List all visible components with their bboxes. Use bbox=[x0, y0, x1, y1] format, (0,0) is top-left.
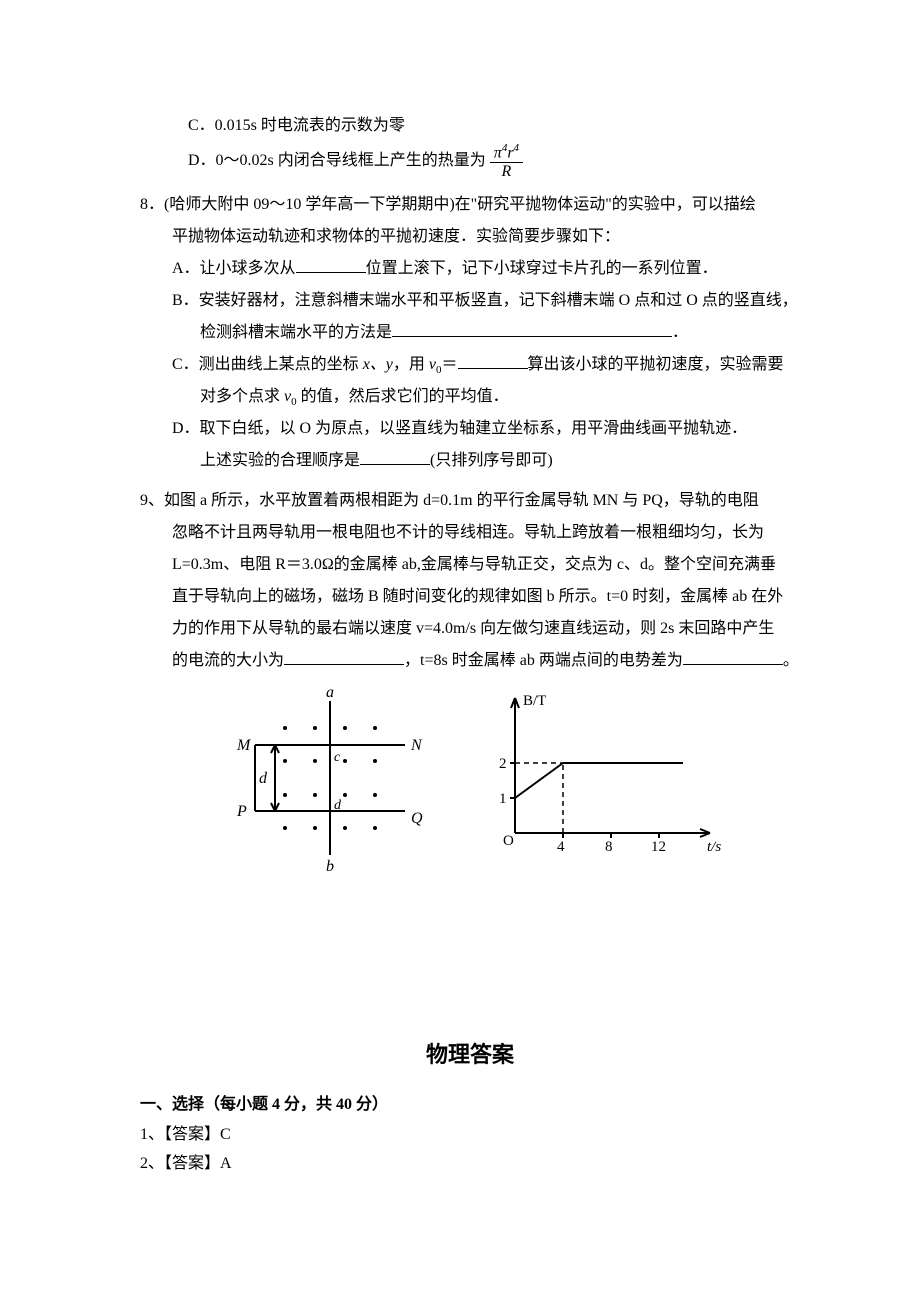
q8-lead-2: 平抛物体运动轨迹和求物体的平抛初速度．实验简要步骤如下： bbox=[140, 221, 800, 253]
q8-c-pre: C．测出曲线上某点的坐标 bbox=[172, 356, 363, 373]
q7-options: C．0.015s 时电流表的示数为零 D．0～0.02s 内闭合导线框上产生的热… bbox=[140, 110, 800, 181]
question-8: 8．(哈师大附中 09～10 学年高一下学期期中)在"研究平抛物体运动"的实验中… bbox=[140, 189, 800, 477]
svg-text:t/s: t/s bbox=[707, 839, 721, 855]
q9-l3: L=0.3m、电阻 R＝3.0Ω的金属棒 ab,金属棒与导轨正交，交点为 c、d… bbox=[140, 549, 800, 581]
blank-b[interactable] bbox=[392, 336, 672, 337]
answer-2: 2、【答案】A bbox=[140, 1150, 800, 1179]
svg-text:Q: Q bbox=[411, 810, 423, 827]
q7-d-text: D．0～0.02s 内闭合导线框上产生的热量为 bbox=[188, 145, 486, 177]
q8-a-pre: A．让小球多次从 bbox=[172, 260, 296, 277]
svg-text:12: 12 bbox=[651, 839, 666, 855]
q9-l6: 的电流的大小为 ，t=8s 时金属棒 ab 两端点间的电势差为 。 bbox=[140, 645, 800, 677]
q8-c-mid: ，用 bbox=[393, 356, 429, 373]
q9-l4: 直于导轨向上的磁场，磁场 B 随时间变化的规律如图 b 所示。t=0 时刻，金属… bbox=[140, 581, 800, 613]
svg-text:2: 2 bbox=[499, 756, 507, 772]
q9-l5: 力的作用下从导轨的最右端以速度 v=4.0m/s 向左做匀速直线运动，则 2s … bbox=[140, 613, 800, 645]
q8-opt-b-line1: B．安装好器材，注意斜槽末端水平和平板竖直，记下斜槽末端 O 点和过 O 点的竖… bbox=[140, 285, 800, 317]
q8-a-post: 位置上滚下，记下小球穿过卡片孔的一系列位置． bbox=[366, 260, 718, 277]
q8-opt-c-line1: C．测出曲线上某点的坐标 x、y，用 v0＝算出该小球的平抛初速度，实验需要 bbox=[140, 349, 800, 381]
q8-c-post: 算出该小球的平抛初速度，实验需要 bbox=[528, 356, 784, 373]
svg-text:B/T: B/T bbox=[523, 693, 546, 709]
q9-l2: 忽略不计且两导轨用一根电阻也不计的导线相连。导轨上跨放着一根粗细均匀，长为 bbox=[140, 517, 800, 549]
svg-text:a: a bbox=[326, 684, 334, 701]
q7-d-formula: π4r4 R bbox=[490, 142, 523, 181]
q8-lead-1: 8．(哈师大附中 09～10 学年高一下学期期中)在"研究平抛物体运动"的实验中… bbox=[140, 189, 800, 221]
q8-b2-pre: 检测斜槽末端水平的方法是 bbox=[200, 324, 392, 341]
q9-l6-post: 。 bbox=[783, 652, 799, 669]
q8-order: 上述实验的合理顺序是 (只排列序号即可) bbox=[140, 445, 800, 477]
svg-text:M: M bbox=[236, 737, 252, 754]
q8-order-pre: 上述实验的合理顺序是 bbox=[200, 452, 360, 469]
q8-c2-pre: 对多个点求 bbox=[200, 388, 284, 405]
answers-section: 一、选择（每小题 4 分，共 40 分） bbox=[140, 1089, 800, 1121]
answer-1: 1、【答案】C bbox=[140, 1121, 800, 1150]
q9-l6-pre: 的电流的大小为 bbox=[172, 652, 284, 669]
svg-text:b: b bbox=[326, 858, 334, 873]
q9-l6-mid: ，t=8s 时金属棒 ab 两端点间的电势差为 bbox=[404, 652, 683, 669]
blank-i[interactable] bbox=[284, 664, 404, 665]
question-9: 9、如图 a 所示，水平放置着两根相距为 d=0.1m 的平行金属导轨 MN 与… bbox=[140, 485, 800, 873]
svg-text:N: N bbox=[410, 737, 423, 754]
q8-opt-b-line2: 检测斜槽末端水平的方法是 ． bbox=[140, 317, 800, 349]
q8-c2-post: 的值，然后求它们的平均值． bbox=[297, 388, 509, 405]
q8-opt-c-line2: 对多个点求 v0 的值，然后求它们的平均值． bbox=[140, 381, 800, 413]
blank-order[interactable] bbox=[360, 464, 430, 465]
q8-b2-post: ． bbox=[672, 324, 688, 341]
q7-option-d: D．0～0.02s 内闭合导线框上产生的热量为 π4r4 R bbox=[140, 142, 800, 181]
formula-denominator: R bbox=[490, 163, 523, 181]
q8-order-post: (只排列序号即可) bbox=[430, 452, 553, 469]
figure-a: a b M N P Q c d d bbox=[215, 683, 445, 873]
q7-option-c: C．0.015s 时电流表的示数为零 bbox=[140, 110, 800, 142]
q8-opt-a: A．让小球多次从 位置上滚下，记下小球穿过卡片孔的一系列位置． bbox=[140, 253, 800, 285]
svg-text:d: d bbox=[334, 798, 342, 813]
q9-l1: 9、如图 a 所示，水平放置着两根相距为 d=0.1m 的平行金属导轨 MN 与… bbox=[140, 485, 800, 517]
q8-opt-d: D．取下白纸，以 O 为原点，以竖直线为轴建立坐标系，用平滑曲线画平抛轨迹． bbox=[140, 413, 800, 445]
q8-c-xy: x、y bbox=[363, 356, 393, 373]
q8-c-v: v bbox=[429, 356, 436, 373]
svg-text:8: 8 bbox=[605, 839, 613, 855]
blank-a[interactable] bbox=[296, 272, 366, 273]
svg-text:O: O bbox=[503, 833, 514, 849]
blank-c[interactable] bbox=[458, 368, 528, 369]
figure-b: B/T t/s O 1 2 4 8 12 bbox=[485, 683, 725, 863]
svg-text:d: d bbox=[259, 770, 268, 787]
svg-text:P: P bbox=[236, 803, 247, 820]
blank-u[interactable] bbox=[683, 664, 783, 665]
answers-title: 物理答案 bbox=[140, 1033, 800, 1077]
svg-text:1: 1 bbox=[499, 791, 507, 807]
svg-text:4: 4 bbox=[557, 839, 565, 855]
q8-c-eq: ＝ bbox=[442, 356, 458, 373]
formula-numerator: π4r4 bbox=[490, 142, 523, 163]
figures: a b M N P Q c d d bbox=[140, 683, 800, 873]
svg-text:c: c bbox=[334, 750, 341, 765]
